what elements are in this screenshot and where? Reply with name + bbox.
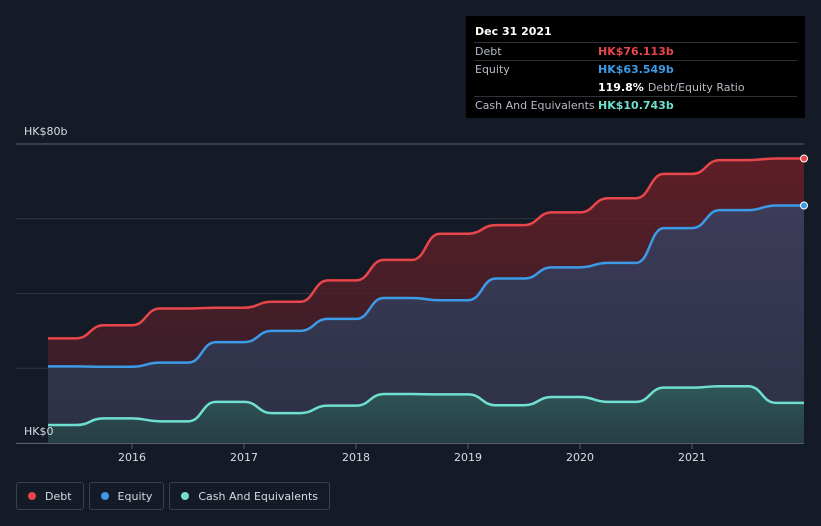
debt-endpoint (800, 154, 808, 163)
x-tick-label: 2017 (230, 451, 258, 464)
equity-endpoint (800, 201, 808, 210)
tooltip-label: Cash And Equivalents (475, 99, 595, 112)
cash-area (48, 386, 804, 443)
tooltip-row-equity: Equity HK$63.549b (474, 60, 797, 78)
equity-line (48, 204, 804, 369)
legend-dot-icon (181, 492, 190, 500)
series-areas (48, 158, 804, 444)
x-tick-label: 2021 (678, 451, 706, 464)
tooltip-value: 119.8% (598, 81, 644, 94)
tooltip-date: Dec 31 2021 (475, 25, 552, 38)
axes: HK$80b HK$0 2016 2017 2018 2019 2020 2021 (16, 125, 804, 464)
tooltip-value: HK$63.549b (598, 63, 674, 76)
equity-area (48, 205, 804, 443)
tooltip-label: Debt (475, 45, 502, 58)
legend-dot-icon (28, 492, 36, 500)
series-lines (48, 154, 808, 427)
tooltip-ratio-label: Debt/Equity Ratio (647, 81, 745, 94)
y-tick-label: HK$0 (24, 425, 53, 438)
tooltip-panel: Dec 31 2021 Debt HK$76.113b Equity HK$63… (466, 16, 805, 118)
tooltip-label: Equity (475, 63, 510, 76)
legend-item-debt[interactable]: Debt (16, 482, 84, 510)
legend-label: Debt (45, 489, 72, 503)
tooltip-label (474, 79, 598, 96)
tooltip-row-ratio: 119.8% Debt/Equity Ratio (474, 78, 797, 96)
legend-label: Equity (117, 489, 153, 503)
legend-dot-icon (100, 492, 109, 500)
x-tick-label: 2016 (118, 451, 146, 464)
legend-item-cash[interactable]: Cash And Equivalents (169, 482, 330, 510)
legend-label: Cash And Equivalents (198, 489, 318, 503)
x-tick-label: 2018 (342, 451, 370, 464)
debt-line (48, 157, 804, 340)
y-tick-label: HK$80b (24, 125, 67, 138)
legend-item-equity[interactable]: Equity (88, 482, 165, 510)
chart-legend: Debt Equity Cash And Equivalents (16, 482, 330, 510)
tooltip-value: HK$76.113b (598, 45, 674, 58)
tooltip-row-cash: Cash And Equivalents HK$10.743b (474, 96, 797, 114)
tooltip-value: HK$10.743b (598, 99, 674, 112)
x-tick-label: 2020 (566, 451, 594, 464)
tooltip-row-debt: Debt HK$76.113b (474, 42, 797, 60)
x-tick-label: 2019 (454, 451, 482, 464)
cash-line (48, 384, 804, 427)
